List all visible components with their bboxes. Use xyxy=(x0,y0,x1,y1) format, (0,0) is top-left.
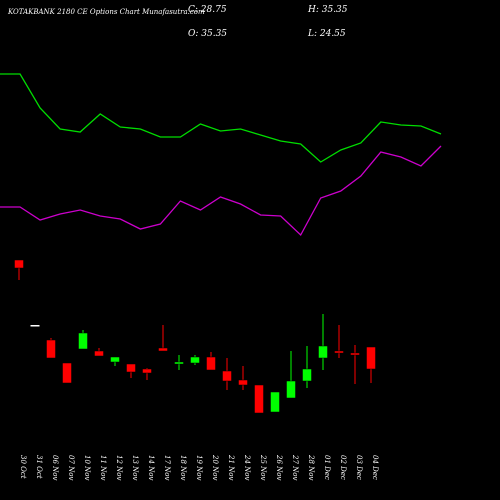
candle-body xyxy=(350,352,360,356)
x-tick-label: 19 Nov xyxy=(195,455,203,480)
x-tick-label: 07 Nov xyxy=(67,455,75,480)
x-tick-label: 03 Dec xyxy=(355,455,363,480)
x-tick-label: 12 Nov xyxy=(115,455,123,480)
candle-body xyxy=(78,332,88,350)
x-tick-label: 28 Nov xyxy=(307,454,315,480)
candle-body xyxy=(190,356,200,364)
x-tick-label: 25 Nov xyxy=(259,454,267,480)
candle-body xyxy=(206,356,216,371)
x-tick-label: 31 Oct xyxy=(35,455,43,479)
candle-body xyxy=(46,339,56,359)
candle-body xyxy=(142,368,152,374)
summary: H: 35.35 xyxy=(307,5,348,15)
candle-body xyxy=(302,368,312,382)
candle-body xyxy=(286,380,296,399)
x-tick-label: 14 Nov xyxy=(147,455,155,480)
candle-body xyxy=(254,384,264,414)
candle-body xyxy=(318,345,328,359)
x-tick-label: 26 Nov xyxy=(275,454,283,480)
x-tick-label: 01 Dec xyxy=(323,455,331,480)
chart-title: KOTAKBANK 2180 CE Options Chart Munafasu… xyxy=(7,8,205,16)
x-tick-label: 02 Dec xyxy=(339,455,347,480)
candle-body xyxy=(62,362,72,384)
candle-body xyxy=(366,346,376,370)
candle-body xyxy=(334,350,344,354)
x-tick-label: 27 Nov xyxy=(291,454,299,480)
candle-body xyxy=(94,350,104,357)
candle-body xyxy=(14,259,24,269)
candle-body xyxy=(110,356,120,363)
summary: C: 28.75 xyxy=(188,5,227,15)
summary: O: 35.35 xyxy=(188,29,227,39)
x-tick-label: 20 Nov xyxy=(211,454,219,480)
x-tick-label: 30 Oct xyxy=(19,455,27,479)
indicator-line xyxy=(0,145,442,237)
x-tick-label: 21 Nov xyxy=(227,454,235,480)
x-tick-label: 11 Nov xyxy=(99,455,107,480)
summary: L: 24.55 xyxy=(307,29,346,39)
x-tick-label: 18 Nov xyxy=(179,455,187,480)
x-tick-label: 06 Nov xyxy=(51,455,59,480)
candle-body xyxy=(158,347,168,352)
candle-body xyxy=(174,361,184,365)
x-tick-label: 17 Nov xyxy=(163,455,171,480)
x-tick-label: 10 Nov xyxy=(83,455,91,480)
candle-body xyxy=(30,325,40,327)
indicator-line xyxy=(0,73,442,163)
candle-body xyxy=(238,379,248,386)
x-tick-label: 04 Dec xyxy=(371,455,379,480)
candle-body xyxy=(222,370,232,382)
candle-body xyxy=(126,363,136,373)
x-tick-label: 13 Nov xyxy=(131,455,139,480)
x-tick-label: 24 Nov xyxy=(243,454,251,480)
candle-body xyxy=(270,391,280,413)
